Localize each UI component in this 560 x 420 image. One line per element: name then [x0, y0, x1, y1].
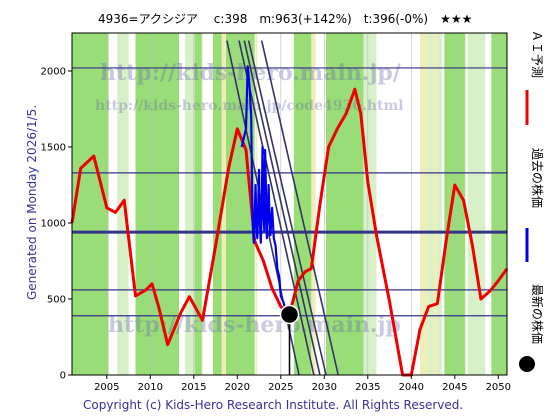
green-band — [72, 33, 109, 375]
yellow-band — [311, 33, 316, 375]
chart-title: 4936=アクシジア c:398 m:963(+142%) t:396(-0%)… — [98, 12, 472, 26]
y-tick-label: 500 — [47, 295, 66, 306]
x-tick-label: 2025 — [268, 382, 293, 393]
x-tick-label: 2030 — [312, 382, 337, 393]
forecast-line — [70, 87, 509, 377]
legend-latest-swatch — [519, 356, 535, 372]
x-tick-label: 2040 — [399, 382, 424, 393]
y-tick-label: 1000 — [41, 219, 66, 230]
green-band — [135, 33, 180, 375]
series-lines — [70, 65, 509, 377]
x-tick-label: 2050 — [486, 382, 511, 393]
y-tick-label: 1500 — [41, 143, 66, 154]
y-tick-label: 0 — [60, 371, 66, 382]
watermark-url-code: http://kids-hero.main.jp/code4936.html — [95, 98, 404, 114]
y-tick-label: 2000 — [41, 67, 66, 78]
y-axis-ticks: 0 500 1000 1500 2000 — [41, 67, 72, 382]
trend-line — [238, 40, 315, 376]
legend-past-label: 過去の株価 — [530, 148, 545, 208]
watermark-url-bottom: http://kids-hero.main.jp — [108, 312, 401, 338]
latest-price-marker — [279, 304, 300, 325]
latest-marker-group — [279, 304, 300, 375]
yellow-band — [433, 33, 438, 375]
plot-frame — [71, 32, 508, 376]
x-tick-label: 2020 — [225, 382, 250, 393]
x-tick-label: 2015 — [181, 382, 206, 393]
generated-date-label: Generated on Monday 2026/1/5. — [25, 105, 39, 300]
copyright-footer: Copyright (c) Kids-Hero Research Institu… — [83, 398, 463, 412]
yellow-band — [420, 33, 429, 375]
legend-latest-label: 最新の株価 — [530, 284, 545, 344]
light-green-band — [467, 33, 486, 375]
green-band — [491, 33, 507, 375]
x-tick-label: 2035 — [355, 382, 380, 393]
legend-forecast-label: ＡＩ予測 — [530, 30, 544, 78]
trend-line — [260, 40, 339, 376]
green-band — [194, 33, 202, 375]
legend: ＡＩ予測 過去の株価 最新の株価 — [519, 30, 545, 372]
green-band — [326, 33, 364, 375]
trend-line — [247, 40, 327, 376]
x-tick-label: 2010 — [138, 382, 163, 393]
x-tick-label: 2045 — [442, 382, 467, 393]
x-tick-label: 2005 — [94, 382, 119, 393]
past-price-line — [240, 65, 291, 316]
trend-line — [243, 40, 321, 376]
x-axis-ticks: 2005 2010 2015 2020 2025 2030 2035 2040 2045 2050 — [94, 375, 511, 393]
